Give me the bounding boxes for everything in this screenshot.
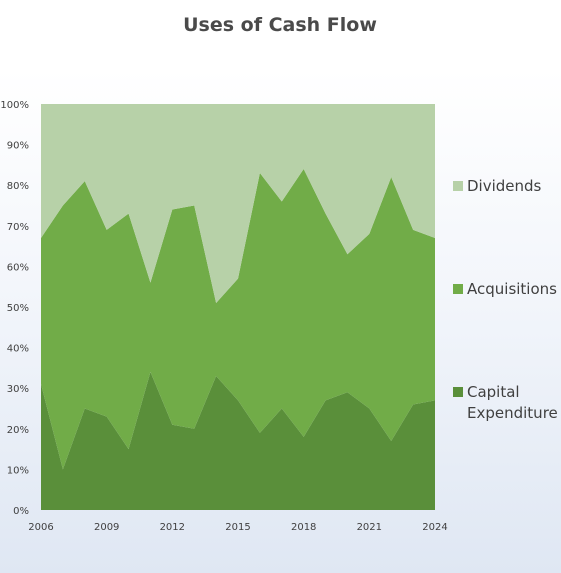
y-tick-label: 30% xyxy=(7,384,29,395)
y-tick-label: 10% xyxy=(7,465,29,476)
x-tick-label: 2006 xyxy=(28,522,53,533)
x-tick-label: 2024 xyxy=(422,522,447,533)
legend-swatch xyxy=(453,181,463,191)
y-tick-label: 0% xyxy=(13,506,29,517)
x-axis: 2006 2009 2012 2015 2018 2021 2024 xyxy=(28,522,447,533)
x-tick-label: 2009 xyxy=(94,522,119,533)
y-axis: 0% 10% 20% 30% 40% 50% 60% 70% 80% 90% 100% xyxy=(0,100,29,517)
x-tick-label: 2012 xyxy=(160,522,185,533)
y-tick-label: 80% xyxy=(7,181,29,192)
area-capital-expenditure xyxy=(41,371,435,510)
x-tick-label: 2021 xyxy=(357,522,382,533)
legend-item-capital-expenditure: Capital Expenditure xyxy=(453,383,558,422)
y-tick-label: 60% xyxy=(7,262,29,273)
y-tick-label: 20% xyxy=(7,425,29,436)
chart-title: Uses of Cash Flow xyxy=(183,14,377,36)
legend-label: Dividends xyxy=(467,177,542,195)
y-tick-label: 70% xyxy=(7,222,29,233)
y-tick-label: 50% xyxy=(7,303,29,314)
y-tick-label: 40% xyxy=(7,344,29,355)
area-dividends xyxy=(41,104,435,303)
x-tick-label: 2015 xyxy=(225,522,250,533)
y-tick-label: 100% xyxy=(0,100,29,111)
plot-area xyxy=(41,104,435,510)
legend-item-dividends: Dividends xyxy=(453,177,542,195)
legend-label: Capital xyxy=(467,383,520,401)
legend-label: Acquisitions xyxy=(467,280,557,298)
area-acquisitions xyxy=(41,168,435,470)
y-tick-label: 90% xyxy=(7,141,29,152)
legend-swatch xyxy=(453,284,463,294)
legend-item-acquisitions: Acquisitions xyxy=(453,280,557,298)
x-tick-label: 2018 xyxy=(291,522,316,533)
legend-label: Expenditure xyxy=(467,404,558,422)
legend: Dividends Acquisitions Capital Expenditure xyxy=(453,177,558,422)
legend-swatch xyxy=(453,387,463,397)
